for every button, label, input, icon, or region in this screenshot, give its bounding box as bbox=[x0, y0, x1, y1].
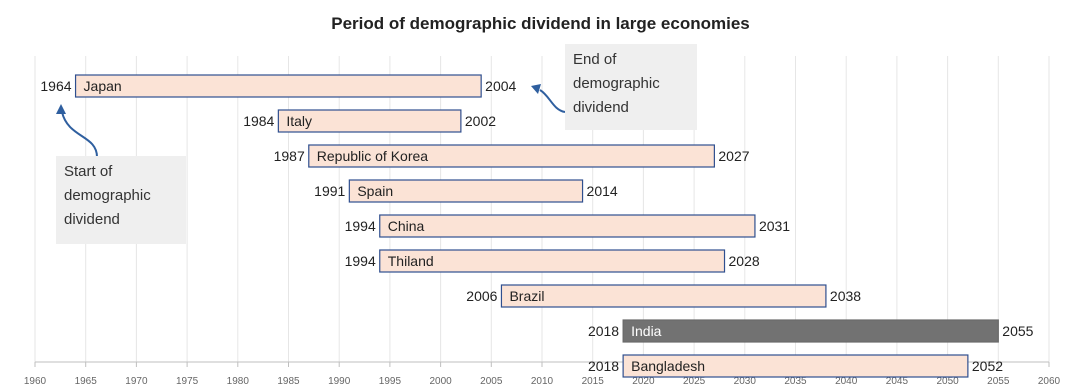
start-arrowhead bbox=[56, 104, 66, 114]
x-tick-label: 2055 bbox=[987, 376, 1010, 387]
x-tick-label: 2020 bbox=[632, 376, 655, 387]
bar-group: Spain 1991 2014 bbox=[314, 179, 618, 203]
end-arrowhead bbox=[531, 84, 541, 94]
start-arrow bbox=[61, 111, 98, 158]
bar-name-label: Bangladesh bbox=[631, 358, 705, 374]
x-tick-label: 2010 bbox=[531, 376, 554, 387]
bar-start-label: 2018 bbox=[588, 323, 619, 339]
x-tick-label: 2005 bbox=[480, 376, 503, 387]
x-tick-label: 2000 bbox=[429, 376, 452, 387]
annotation-arrows bbox=[56, 84, 566, 158]
start-annotation-line: demographic bbox=[64, 187, 151, 204]
bar-name-label: China bbox=[388, 218, 425, 234]
bar-group: China 1994 2031 bbox=[345, 214, 790, 238]
bars: Japan 1964 2004 Italy 1984 2002 Republic of Ko… bbox=[40, 74, 1034, 378]
bar bbox=[622, 354, 969, 378]
x-tick-label: 2040 bbox=[835, 376, 858, 387]
x-tick-label: 2035 bbox=[784, 376, 807, 387]
bar-start-label: 1964 bbox=[40, 78, 71, 94]
bar-group: Italy 1984 2002 bbox=[243, 109, 496, 133]
start-annotation-line: Start of bbox=[64, 163, 113, 180]
bar-group: India 2018 2055 bbox=[588, 319, 1034, 343]
bar-end-label: 2014 bbox=[587, 183, 618, 199]
bar-end-label: 2052 bbox=[972, 358, 1003, 374]
bar bbox=[348, 179, 584, 203]
x-tick-label: 2025 bbox=[683, 376, 706, 387]
x-tick-label: 2050 bbox=[936, 376, 959, 387]
bar-start-label: 1994 bbox=[345, 218, 376, 234]
bar-group: Republic of Korea 1987 2027 bbox=[274, 144, 750, 168]
bar bbox=[379, 214, 756, 238]
bar-group: Bangladesh 2018 2052 bbox=[588, 354, 1003, 378]
end-annotation-line: dividend bbox=[573, 99, 629, 116]
x-tick-label: 2060 bbox=[1038, 376, 1061, 387]
end-annotation: End of demographic dividend bbox=[565, 44, 697, 130]
bar bbox=[74, 74, 482, 98]
bar-group: Thiland 1994 2028 bbox=[345, 249, 760, 273]
bar-end-label: 2055 bbox=[1002, 323, 1033, 339]
bar bbox=[308, 144, 715, 168]
gridlines bbox=[34, 56, 1050, 362]
bar-end-label: 2028 bbox=[729, 253, 760, 269]
chart-title: Period of demographic dividend in large … bbox=[331, 14, 750, 33]
x-tick-label: 2015 bbox=[582, 376, 605, 387]
x-tick-label: 2030 bbox=[734, 376, 757, 387]
bar-name-label: Spain bbox=[357, 183, 393, 199]
bar-name-label: Thiland bbox=[388, 253, 434, 269]
x-tick-label: 2045 bbox=[886, 376, 909, 387]
x-tick-label: 1970 bbox=[125, 376, 148, 387]
bar-name-label: Republic of Korea bbox=[317, 148, 429, 164]
bar bbox=[379, 249, 726, 273]
bar-end-label: 2004 bbox=[485, 78, 516, 94]
bar-group: Japan 1964 2004 bbox=[40, 74, 517, 98]
bar-start-label: 2018 bbox=[588, 358, 619, 374]
x-tick-label: 1965 bbox=[75, 376, 98, 387]
x-tick-label: 1980 bbox=[227, 376, 250, 387]
start-annotation-line: dividend bbox=[64, 211, 120, 228]
end-annotation-line: demographic bbox=[573, 75, 660, 92]
bar-group: Brazil 2006 2038 bbox=[466, 284, 861, 308]
bar-start-label: 1984 bbox=[243, 113, 274, 129]
bar-name-label: Brazil bbox=[509, 288, 544, 304]
bar-start-label: 2006 bbox=[466, 288, 497, 304]
x-tick-label: 1990 bbox=[328, 376, 351, 387]
bar-end-label: 2038 bbox=[830, 288, 861, 304]
bar-name-label: Japan bbox=[84, 78, 122, 94]
x-tick-label: 1975 bbox=[176, 376, 199, 387]
bar-name-label: India bbox=[631, 323, 662, 339]
x-tick-label: 1985 bbox=[277, 376, 300, 387]
bar-end-label: 2002 bbox=[465, 113, 496, 129]
start-annotation: Start of demographic dividend bbox=[56, 156, 186, 244]
bar-end-label: 2031 bbox=[759, 218, 790, 234]
bar bbox=[277, 109, 462, 133]
bar-end-label: 2027 bbox=[718, 148, 749, 164]
x-tick-label: 1960 bbox=[24, 376, 47, 387]
bar-name-label: Italy bbox=[286, 113, 312, 129]
end-annotation-line: End of bbox=[573, 51, 617, 68]
bar bbox=[622, 319, 999, 343]
x-tick-label: 1995 bbox=[379, 376, 402, 387]
bar-start-label: 1994 bbox=[345, 253, 376, 269]
bar bbox=[500, 284, 827, 308]
end-arrow bbox=[539, 89, 566, 113]
bar-start-label: 1991 bbox=[314, 183, 345, 199]
x-axis: 1960 1965 1970 1975 1980 1985 1990 1995 2000 2005… bbox=[24, 361, 1061, 387]
bar-start-label: 1987 bbox=[274, 148, 305, 164]
